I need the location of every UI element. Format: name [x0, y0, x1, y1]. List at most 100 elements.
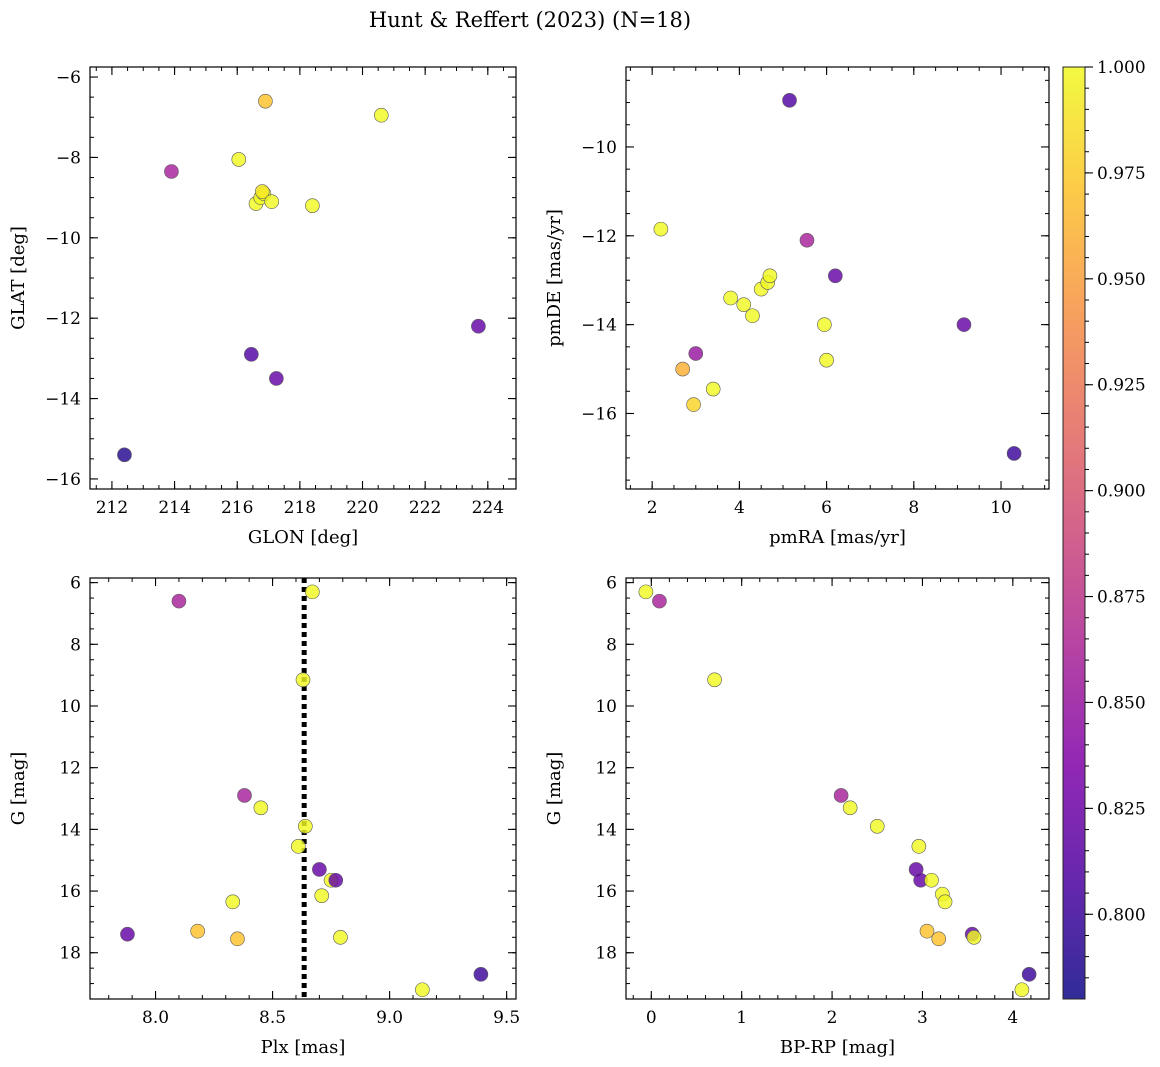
x-tick-label: 218 — [284, 498, 316, 518]
y-tick-label: 18 — [595, 944, 617, 964]
data-point — [919, 923, 935, 939]
x-tick-label: 9.5 — [493, 1008, 520, 1028]
colorbar-tick-label: 0.850 — [1097, 693, 1146, 713]
data-point — [653, 221, 669, 237]
data-point — [473, 967, 489, 982]
data-point — [120, 926, 135, 942]
y-axis-label: G [mag] — [544, 752, 565, 825]
colorbar-gradient — [1062, 66, 1086, 1000]
y-tick-label: −16 — [45, 470, 81, 490]
data-point — [1014, 982, 1030, 998]
data-point — [231, 152, 247, 167]
x-tick-label: 2 — [647, 498, 658, 518]
data-point — [264, 194, 279, 209]
x-tick-label: 9.0 — [376, 1008, 403, 1028]
y-axis-label: pmDE [mas/yr] — [544, 209, 565, 347]
panels: 212 214 216 218 220 222 224−16−14−12−10−8−6GLO… — [8, 66, 1050, 1058]
data-point — [828, 268, 843, 284]
y-tick-label: 12 — [59, 759, 81, 779]
data-point — [869, 818, 885, 834]
data-point — [269, 371, 284, 386]
data-point — [638, 584, 654, 600]
y-tick-label: 14 — [59, 820, 81, 840]
data-point — [736, 297, 752, 312]
y-tick-label: 8 — [606, 635, 617, 655]
data-point — [1006, 446, 1022, 461]
data-point — [117, 447, 132, 463]
x-tick-label: 10 — [990, 498, 1012, 518]
y-tick-label: 16 — [595, 882, 617, 902]
x-tick-label: 220 — [346, 498, 378, 518]
data-point — [374, 107, 389, 123]
data-point — [705, 381, 721, 397]
y-tick-label: 18 — [59, 944, 81, 964]
data-point — [817, 317, 832, 332]
y-tick-label: −12 — [581, 227, 617, 247]
data-point — [164, 164, 179, 179]
y-tick-label: −10 — [45, 229, 81, 249]
colorbar-tick-label: 1.000 — [1097, 58, 1146, 78]
data-point — [707, 672, 722, 688]
data-point — [686, 397, 701, 412]
x-tick-label: 6 — [821, 498, 832, 518]
y-tick-label: −12 — [45, 309, 81, 329]
data-point — [911, 839, 927, 854]
x-tick-label: 8.5 — [259, 1008, 286, 1028]
colorbar-tick-label: 0.900 — [1097, 482, 1146, 502]
x-tick-label: 3 — [917, 1008, 928, 1028]
data-point — [312, 862, 327, 877]
data-point — [937, 894, 953, 910]
data-point — [254, 184, 270, 199]
plot-frame — [625, 66, 1050, 490]
plot-frame — [89, 66, 517, 490]
data-point — [675, 361, 690, 377]
x-axis-label: Plx [mas] — [261, 1037, 346, 1058]
colorbar-tick-label: 0.800 — [1097, 905, 1146, 925]
colorbar-tick-label: 0.950 — [1097, 270, 1146, 290]
data-point — [471, 318, 486, 334]
data-point — [171, 593, 187, 609]
x-tick-label: 8.0 — [142, 1008, 169, 1028]
x-tick-label: 216 — [221, 498, 253, 518]
data-point — [652, 593, 667, 609]
y-axis-label: GLAT [deg] — [8, 226, 29, 330]
data-point — [225, 894, 241, 910]
y-tick-label: 14 — [595, 820, 617, 840]
x-tick-label: 8 — [908, 498, 919, 518]
data-point — [305, 584, 320, 600]
data-point — [966, 930, 982, 945]
colorbar-tick-label: 0.975 — [1097, 164, 1146, 184]
y-tick-label: 6 — [606, 574, 617, 594]
data-point — [291, 839, 306, 854]
x-tick-label: 212 — [96, 498, 128, 518]
data-point — [415, 982, 430, 998]
data-point — [833, 788, 849, 803]
y-tick-label: −14 — [581, 316, 617, 336]
x-tick-label: 222 — [409, 498, 441, 518]
data-point — [253, 800, 269, 816]
colorbar-tick-label: 0.875 — [1097, 588, 1146, 608]
data-point — [333, 930, 348, 945]
x-tick-label: 0 — [646, 1008, 657, 1028]
data-point — [230, 931, 245, 947]
y-tick-label: 6 — [70, 574, 81, 594]
data-point — [190, 923, 205, 939]
data-point — [328, 872, 344, 888]
data-point — [842, 800, 858, 816]
y-tick-label: −16 — [581, 404, 617, 424]
data-point — [799, 232, 815, 248]
data-point — [956, 317, 972, 332]
data-point — [295, 672, 311, 688]
y-tick-label: −6 — [56, 68, 81, 88]
x-axis-label: pmRA [mas/yr] — [769, 527, 906, 548]
colorbar-tick-label: 0.825 — [1097, 799, 1146, 819]
y-tick-label: −8 — [56, 148, 81, 168]
data-point — [1021, 967, 1037, 982]
data-point — [244, 347, 259, 362]
y-tick-label: 8 — [70, 635, 81, 655]
data-point — [762, 268, 778, 284]
x-tick-label: 4 — [1007, 1008, 1018, 1028]
data-point — [314, 888, 330, 903]
data-point — [723, 290, 738, 306]
